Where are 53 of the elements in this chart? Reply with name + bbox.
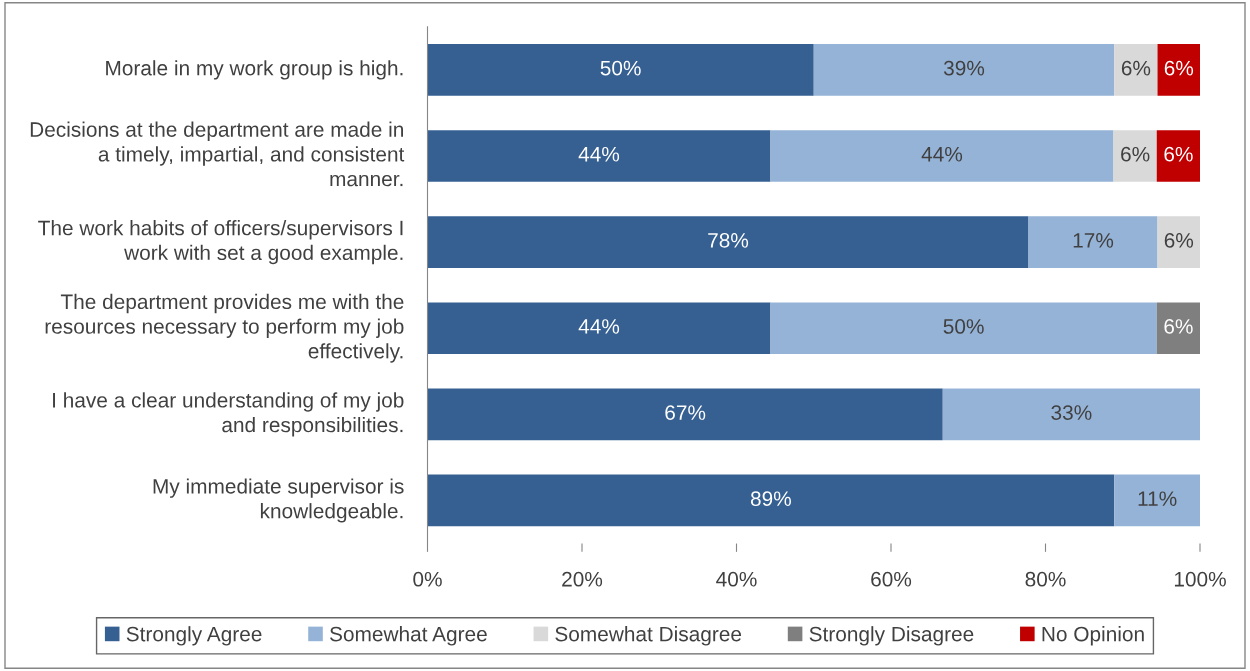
bar <box>427 302 771 355</box>
x-tick-label: 40% <box>716 571 757 587</box>
x-tick-label: 80% <box>1025 571 1066 587</box>
bar <box>1114 44 1158 96</box>
y-tick-label: The department provides me with the resources necessary to perform my job effectively. <box>45 293 404 363</box>
bar <box>427 130 771 182</box>
data-label: 33% <box>1051 405 1092 420</box>
legend-label: Somewhat Agree <box>330 626 487 646</box>
bar <box>770 130 1114 182</box>
bar <box>427 474 1115 527</box>
data-label: 89% <box>750 491 791 507</box>
data-label: 6% <box>1164 319 1193 334</box>
bar <box>1028 216 1158 268</box>
data-label: 67% <box>665 405 706 420</box>
bar <box>1114 474 1200 527</box>
data-label: 17% <box>1073 233 1114 248</box>
x-tick-label: 20% <box>562 571 603 587</box>
data-label: 44% <box>578 146 620 162</box>
data-label: 39% <box>943 60 985 76</box>
bar <box>1156 130 1200 182</box>
legend-label: Strongly Agree <box>126 626 262 646</box>
data-label: 44% <box>921 146 963 162</box>
y-tick-label: Morale in my work group is high. <box>106 60 403 80</box>
bar <box>1156 302 1200 355</box>
x-tick-label: 60% <box>871 571 912 587</box>
x-tick-label: 100% <box>1174 571 1226 587</box>
y-tick-label: I have a clear understanding of my job and responsibilities. <box>53 392 404 437</box>
data-label: 50% <box>943 319 984 334</box>
data-label: 6% <box>1121 60 1151 76</box>
bar <box>427 216 1029 268</box>
data-label: 11% <box>1138 491 1177 506</box>
data-label: 44% <box>578 319 620 334</box>
data-label: 78% <box>708 232 749 248</box>
bar <box>1157 44 1200 96</box>
bar <box>1157 216 1200 268</box>
y-tick-label: My immediate supervisor is knowledgeable. <box>153 478 404 523</box>
bar <box>427 44 814 96</box>
data-label: 6% <box>1121 146 1150 162</box>
bar <box>813 44 1115 96</box>
data-label: 50% <box>600 60 641 76</box>
bar <box>770 302 1157 355</box>
bar <box>942 388 1200 441</box>
y-tick-label: The work habits of officers/supervisors I work with set a good example. <box>38 220 403 265</box>
bar <box>427 388 943 441</box>
y-tick-label: Decisions at the department are made in a timely, impartial, and consistent manner. <box>30 121 405 187</box>
legend-label: No Opinion <box>1042 626 1144 646</box>
x-tick-label: 0% <box>413 571 442 587</box>
legend-label: Somewhat Disagree <box>555 626 742 646</box>
data-label: 6% <box>1164 146 1193 162</box>
data-label: 6% <box>1164 60 1194 76</box>
bar <box>1113 130 1157 182</box>
legend-label: Strongly Disagree <box>809 626 974 646</box>
data-label: 6% <box>1164 232 1194 248</box>
